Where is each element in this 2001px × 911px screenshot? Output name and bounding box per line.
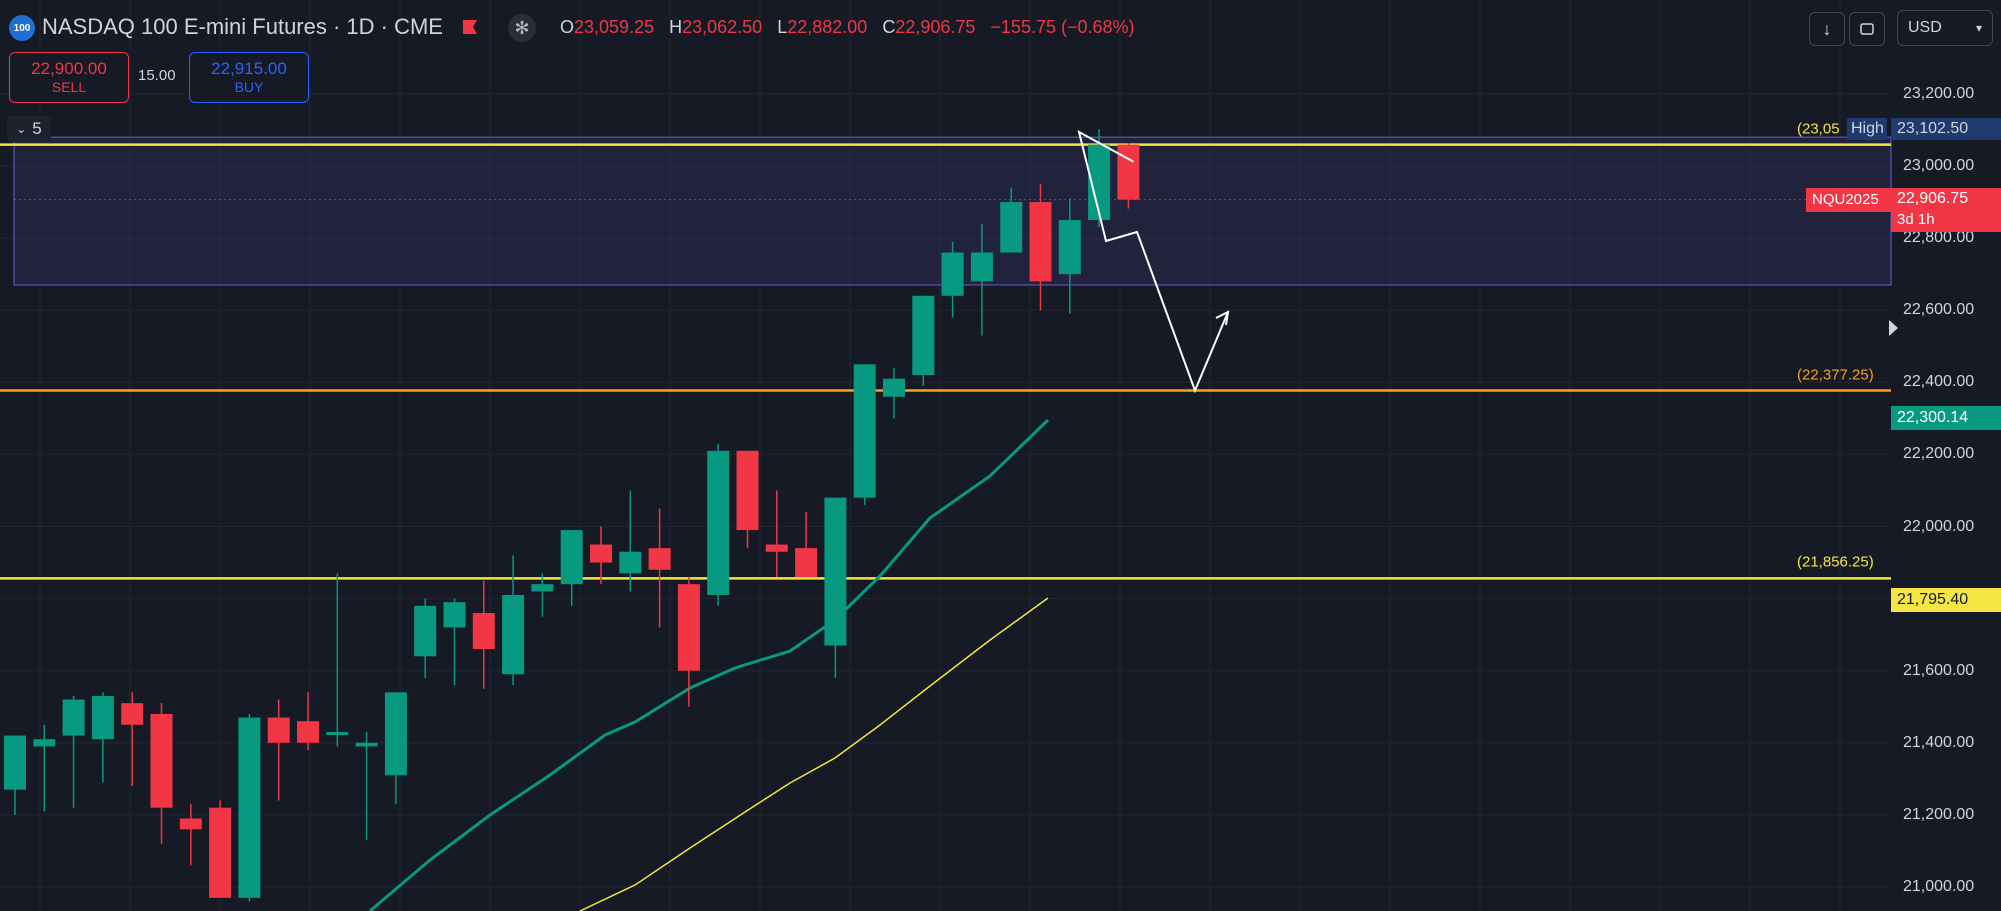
currency-label: USD (1908, 19, 1942, 36)
candle-body (1117, 144, 1140, 200)
candle-body (1058, 220, 1081, 275)
price-tick-label: 22,600.00 (1903, 301, 1975, 319)
high-tag-label: High (1847, 118, 1887, 141)
symbol-title[interactable]: NASDAQ 100 E-mini Futures · 1D · CME (42, 14, 443, 39)
candle-body (824, 497, 847, 646)
axis-scroll-marker-icon[interactable] (1889, 320, 1898, 336)
candle-body (970, 252, 993, 282)
open-key: O (560, 17, 575, 37)
buy-label: BUY (234, 79, 264, 95)
price-tick-label: 23,200.00 (1903, 84, 1975, 102)
change-value: −155.75 (−0.68%) (990, 17, 1135, 37)
price-level-label[interactable]: (22,377.25) (1797, 366, 1874, 383)
candle-body (414, 605, 437, 657)
price-tick-label: 21,200.00 (1903, 805, 1975, 823)
price-tick-label: 22,400.00 (1903, 373, 1975, 391)
price-axis[interactable]: 23,200.00 23,000.00 22,800.00 22,600.00 22,4… (1806, 52, 2001, 911)
flag-icon[interactable] (462, 19, 478, 35)
settings-snowflake-icon[interactable]: ✻ (508, 14, 536, 42)
candle-body (765, 544, 788, 552)
candle-body (560, 530, 583, 585)
ohlc-readout: O23,059.25 H23,062.50 L22,882.00 C22,906… (560, 17, 1145, 38)
candle-body (326, 731, 349, 735)
ema-fast-line (369, 418, 1050, 911)
candle-body (853, 364, 876, 498)
candle-body (355, 742, 378, 747)
candle-body (941, 252, 964, 296)
candle-body (297, 721, 319, 743)
price-tick-label: 22,200.00 (1903, 445, 1975, 463)
indicator-legend-toggle[interactable]: ⌄ 5 (7, 116, 51, 142)
candle-body (443, 602, 466, 628)
high-value: 23,062.50 (682, 17, 763, 37)
sell-button[interactable]: 22,900.00 SELL (9, 52, 129, 103)
last-price-tag: 22,906.75 (1891, 187, 2001, 210)
ema-slow-line (579, 597, 1049, 911)
candle-body (179, 818, 202, 830)
candle-body (33, 739, 56, 747)
close-value: 22,906.75 (895, 17, 976, 37)
ema-slow-tag: 21,795.40 (1891, 588, 2001, 613)
countdown-tag: 3d 1h (1891, 209, 2001, 232)
projection-path (1077, 130, 1229, 394)
chevron-down-icon: ▾ (1975, 21, 1982, 35)
price-tick-label: 21,600.00 (1903, 661, 1975, 679)
candle-body (384, 692, 407, 776)
price-tick-label: 21,000.00 (1903, 878, 1975, 895)
arrow-down-icon[interactable]: ↓ (1809, 12, 1845, 46)
candle-body (648, 548, 671, 570)
price-tick-label: 22,000.00 (1903, 517, 1975, 535)
chevron-down-icon: ⌄ (16, 122, 27, 136)
candle-body (472, 613, 495, 650)
spread-value: 15.00 (138, 67, 176, 84)
candle-body (1088, 144, 1111, 221)
candle-body (883, 378, 905, 397)
price-level-label[interactable]: (21,856.25) (1797, 553, 1874, 571)
symbol-logo-icon: 100 (9, 15, 35, 41)
fullscreen-glyph (1860, 23, 1874, 35)
candle-body (4, 735, 26, 790)
chart-header: 100 NASDAQ 100 E-mini Futures · 1D · CME… (0, 0, 1880, 52)
candle-body (267, 717, 290, 743)
candle-body (619, 551, 642, 574)
candle-body (912, 295, 935, 376)
buy-button[interactable]: 22,915.00 BUY (189, 52, 309, 103)
candle-body (238, 717, 261, 898)
buy-price: 22,915.00 (211, 59, 287, 78)
price-tick-label: 21,400.00 (1903, 733, 1975, 751)
candle-body (795, 548, 818, 577)
candle-body (209, 807, 232, 898)
indicator-count: 5 (32, 119, 42, 138)
candle-body (531, 584, 554, 592)
price-level-label[interactable]: (23,05 (1797, 120, 1840, 138)
high-key: H (669, 17, 683, 37)
open-value: 23,059.25 (574, 17, 655, 37)
projection-arrowhead (1215, 310, 1230, 326)
candle-body (502, 594, 525, 675)
candle-body (121, 703, 144, 725)
sell-label: SELL (51, 79, 87, 95)
high-tag-value: 23,102.50 (1891, 118, 2001, 141)
candle-body (736, 450, 759, 531)
currency-select[interactable]: USD ▾ (1897, 10, 1993, 46)
close-key: C (882, 17, 896, 37)
candle-body (62, 699, 85, 736)
candle-body (1029, 202, 1052, 282)
candle-body (1000, 202, 1023, 253)
sell-price: 22,900.00 (31, 59, 107, 78)
price-tick-label: 23,000.00 (1903, 157, 1975, 174)
candle-body (707, 450, 730, 595)
low-key: L (777, 17, 788, 37)
candle-body (150, 713, 173, 808)
candle-body (91, 695, 114, 740)
low-value: 22,882.00 (787, 17, 868, 37)
ema-fast-tag: 22,300.14 (1891, 406, 2001, 431)
symbol-tag[interactable]: NQU2025 (1806, 187, 1891, 212)
candle-body (677, 584, 700, 671)
fullscreen-icon[interactable] (1849, 12, 1885, 46)
price-tick-label: 22,800.00 (1903, 229, 1975, 247)
candle-body (590, 544, 612, 563)
